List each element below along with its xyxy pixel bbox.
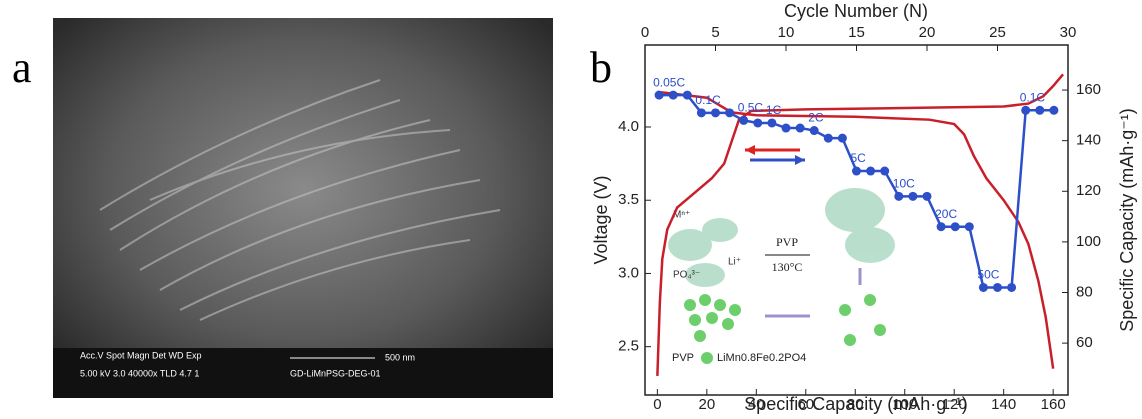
y-tick-label: 3.0 (618, 264, 639, 281)
x-tick-label: 20 (698, 396, 715, 413)
point-label: 0.1C (695, 93, 721, 107)
data-point (866, 166, 876, 176)
y-tick-label: 4.0 (618, 118, 639, 135)
data-point (852, 166, 861, 176)
data-point (781, 123, 791, 133)
data-point (711, 108, 720, 118)
inset-schematic: Mⁿ⁺ PO₄³⁻ Li⁺ PVP 130°C PVP LiMn0.8Fe0.2… (668, 145, 895, 364)
data-point (795, 123, 805, 133)
panel-label: a (12, 43, 32, 92)
data-point (978, 282, 988, 292)
y2-tick-label: 100 (1076, 233, 1101, 250)
data-point (894, 191, 904, 201)
y2-tick-label: 120 (1076, 182, 1101, 199)
sem-image: Acc.V Spot Magn Det WD Exp 5.00 kV 3.0 4… (53, 18, 553, 398)
data-point (936, 222, 946, 232)
data-point (964, 222, 974, 232)
x-tick-label: 160 (1041, 396, 1066, 413)
y-tick-label: 3.5 (618, 191, 639, 208)
inset-ion: PO₄³⁻ (673, 270, 700, 281)
point-label: 20C (935, 207, 957, 221)
sem-scale-label: 500 nm (385, 352, 415, 362)
x2-tick-label: 10 (778, 24, 795, 41)
inset-ion: Mⁿ⁺ (673, 210, 690, 221)
data-point (739, 115, 749, 125)
inset-legend: LiMn0.8Fe0.2PO4 (717, 352, 806, 364)
data-point (823, 133, 833, 143)
point-label: 0.5C (738, 101, 764, 115)
x-tick-label: 140 (991, 396, 1016, 413)
y2-tick-label: 60 (1076, 334, 1093, 351)
y2-tick-label: 160 (1076, 81, 1101, 98)
y2-axis-label: Specific Capacity (mAh·g⁻¹) (1117, 108, 1137, 332)
data-point (682, 90, 692, 100)
data-point (654, 90, 664, 100)
data-point (1035, 105, 1045, 115)
point-label: 0.05C (653, 75, 685, 89)
point-label: 5C (851, 151, 867, 165)
x-tick-label: 0 (653, 396, 661, 413)
y2-tick-label: 140 (1076, 132, 1101, 149)
inset-ion: Li⁺ (728, 257, 741, 268)
data-point (725, 108, 735, 118)
x-tick-label: 120 (942, 396, 967, 413)
point-label: 0.1C (1020, 90, 1046, 104)
y-tick-label: 2.5 (618, 338, 639, 355)
data-point (993, 282, 1002, 292)
data-point (950, 222, 960, 232)
data-point (837, 133, 847, 143)
x2-tick-label: 20 (919, 24, 936, 41)
series-line (656, 73, 1065, 377)
data-point (922, 191, 932, 201)
data-point (908, 191, 918, 201)
x2-tick-label: 5 (711, 24, 719, 41)
data-point (1021, 105, 1031, 115)
sem-info-header: Acc.V Spot Magn Det WD Exp (80, 350, 202, 360)
inset-temperature: 130°C (772, 260, 803, 274)
sem-info-values: 5.00 kV 3.0 40000x TLD 4.7 1 (80, 368, 199, 378)
data-point (696, 108, 706, 118)
x2-tick-label: 0 (641, 24, 649, 41)
x-tick-label: 60 (797, 396, 814, 413)
sem-sample-name: GD-LiMnPSG-DEG-01 (290, 368, 381, 378)
data-point (767, 118, 777, 128)
y-axis-label: Voltage (V) (591, 175, 611, 264)
y2-tick-label: 80 (1076, 283, 1093, 300)
x-axis-label: Specific Capacity (mAh·g⁻¹) (744, 394, 968, 414)
x2-axis-label: Cycle Number (N) (784, 1, 928, 21)
panel-label: b (590, 43, 612, 92)
data-point (753, 118, 763, 128)
x-tick-label: 100 (892, 396, 917, 413)
x-tick-label: 80 (847, 396, 864, 413)
data-point (1007, 282, 1017, 292)
x2-tick-label: 30 (1060, 24, 1077, 41)
point-label: 2C (808, 111, 824, 125)
series-line (657, 90, 1055, 369)
data-point (880, 166, 890, 176)
data-point (809, 126, 819, 136)
data-point (668, 90, 678, 100)
point-label: 1C (766, 103, 782, 117)
point-label: 10C (893, 177, 915, 191)
x-tick-label: 40 (748, 396, 765, 413)
data-point (1049, 105, 1059, 115)
point-label: 50C (977, 268, 999, 282)
inset-legend: PVP (672, 352, 694, 364)
inset-agent: PVP (776, 235, 798, 249)
x2-tick-label: 15 (848, 24, 865, 41)
x2-tick-label: 25 (989, 24, 1006, 41)
